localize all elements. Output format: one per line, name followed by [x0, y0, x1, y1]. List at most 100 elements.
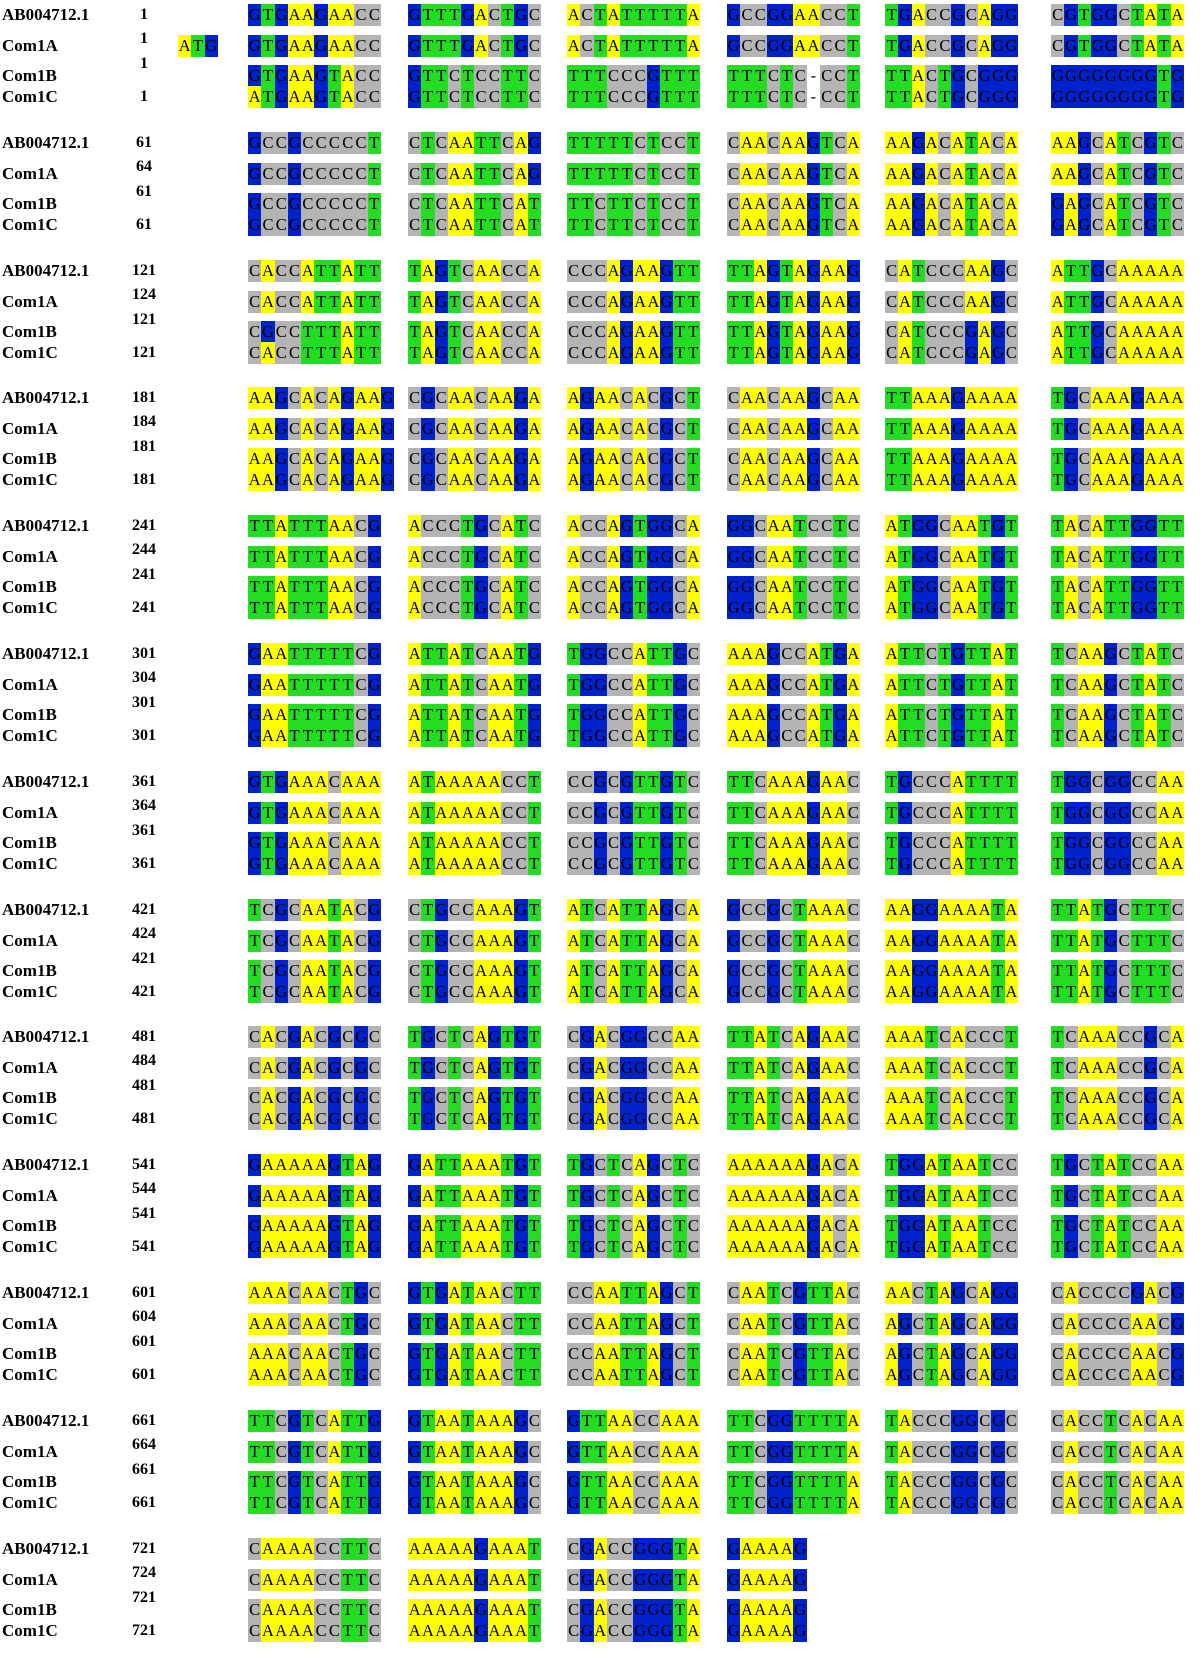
- base-G: G: [580, 1598, 594, 1621]
- base-C: C: [287, 1282, 302, 1304]
- base-T: T: [1104, 1491, 1118, 1514]
- base-T: T: [740, 341, 754, 364]
- base-C: C: [408, 959, 422, 982]
- base-T: T: [646, 852, 661, 875]
- base-C: C: [753, 770, 767, 793]
- base-G: G: [951, 1409, 965, 1432]
- base-A: A: [593, 1619, 607, 1642]
- base-G: G: [806, 213, 821, 236]
- base-C: C: [434, 418, 448, 441]
- base-A: A: [408, 597, 422, 620]
- base-A: A: [487, 1440, 502, 1463]
- base-T: T: [514, 725, 528, 747]
- base-A: A: [261, 387, 275, 410]
- base-G: G: [434, 929, 448, 952]
- base-A: A: [793, 1087, 807, 1110]
- base-A: A: [833, 290, 847, 313]
- base-A: A: [686, 1409, 700, 1432]
- base-G: G: [806, 770, 821, 793]
- base-A: A: [833, 418, 847, 441]
- base-C: C: [287, 1364, 302, 1386]
- base-A: A: [1170, 387, 1184, 410]
- base-T: T: [673, 341, 687, 364]
- base-A: A: [314, 1154, 328, 1177]
- base-G: G: [367, 980, 381, 1003]
- base-C: C: [408, 980, 422, 1003]
- base-C: C: [780, 1108, 794, 1131]
- base-A: A: [1064, 1364, 1078, 1386]
- base-T: T: [620, 1364, 634, 1386]
- base-G: G: [1090, 35, 1105, 57]
- base-T: T: [686, 259, 700, 282]
- base-G: G: [487, 1057, 502, 1080]
- base-C: C: [780, 1087, 794, 1110]
- base-A: A: [686, 959, 700, 982]
- base-C: C: [820, 469, 834, 492]
- base-G: G: [1104, 898, 1118, 921]
- base-A: A: [740, 1282, 754, 1304]
- base-A: A: [301, 1343, 315, 1365]
- base-C: C: [606, 1026, 621, 1049]
- base-C: C: [686, 1185, 700, 1208]
- base-A: A: [487, 1470, 502, 1493]
- base-A: A: [1170, 1108, 1184, 1131]
- base-G: G: [1104, 770, 1118, 793]
- base-A: A: [1170, 469, 1184, 492]
- base-T: T: [633, 959, 647, 982]
- base-G: G: [593, 770, 607, 793]
- base-A: A: [951, 929, 965, 952]
- base-C: C: [924, 643, 939, 665]
- base-A: A: [606, 1343, 621, 1365]
- base-T: T: [806, 1364, 821, 1386]
- base-A: A: [1130, 1343, 1145, 1365]
- base-T: T: [686, 1343, 700, 1365]
- base-T: T: [327, 290, 342, 313]
- base-A: A: [820, 898, 834, 921]
- base-A: A: [727, 704, 741, 726]
- base-T: T: [408, 341, 422, 364]
- base-G: G: [660, 1568, 674, 1591]
- base-G: G: [274, 4, 288, 26]
- row-label: AB004712.1: [2, 1027, 90, 1047]
- base-C: C: [964, 65, 979, 87]
- base-C: C: [367, 1057, 381, 1080]
- base-C: C: [367, 86, 381, 108]
- base-G: G: [620, 597, 634, 620]
- base-A: A: [487, 1598, 502, 1621]
- base-G: G: [991, 1470, 1005, 1493]
- base-A: A: [1170, 448, 1184, 471]
- base-T: T: [673, 1236, 687, 1259]
- base-A: A: [885, 1108, 899, 1131]
- base-A: A: [501, 1619, 515, 1642]
- base-G: G: [673, 674, 687, 696]
- base-T: T: [938, 704, 952, 726]
- position-number: 361: [132, 821, 156, 839]
- base-A: A: [287, 1154, 302, 1177]
- base-A: A: [434, 801, 448, 824]
- base-T: T: [833, 515, 847, 538]
- base-A: A: [1064, 1491, 1078, 1514]
- base-A: A: [898, 1491, 912, 1514]
- base-T: T: [434, 4, 448, 26]
- base-T: T: [1157, 704, 1171, 726]
- base-T: T: [501, 1087, 515, 1110]
- base-T: T: [938, 674, 952, 696]
- base-G: G: [367, 959, 381, 982]
- base-A: A: [1144, 643, 1158, 665]
- base-T: T: [421, 86, 435, 108]
- base-C: C: [766, 213, 781, 236]
- base-G: G: [1077, 770, 1091, 793]
- base-G: G: [911, 576, 925, 599]
- base-T: T: [964, 131, 979, 154]
- base-C: C: [780, 929, 794, 952]
- position-number: 481: [132, 1110, 156, 1128]
